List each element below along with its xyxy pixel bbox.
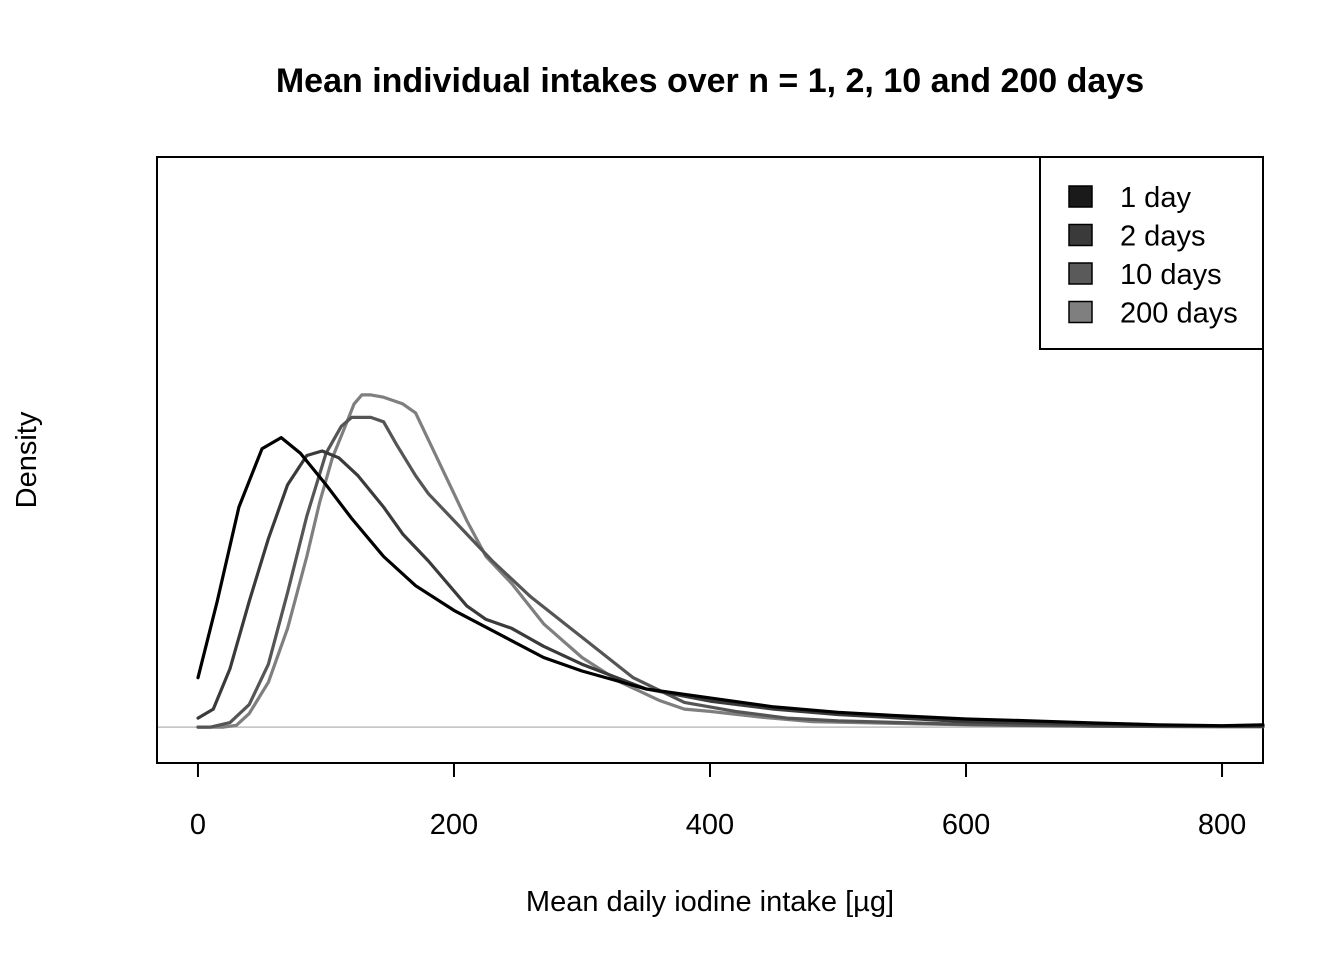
x-tick-label: 800 [1198,809,1246,841]
legend-label: 200 days [1120,298,1238,330]
series-line-2-days [196,449,1265,728]
legend-swatch [1068,262,1093,285]
x-axis: 0 200 400 600 800 [190,762,1246,841]
series-line-200-days [196,393,1265,729]
legend-swatch [1068,223,1093,247]
legend-swatch [1068,300,1093,324]
x-tick-label: 200 [430,809,478,841]
legend-swatch [1068,185,1093,208]
legend: 1 day 2 days 10 days 200 days [1039,156,1264,350]
chart-title: Mean individual intakes over n = 1, 2, 1… [276,62,1144,100]
legend-label: 10 days [1120,259,1222,291]
series-lines [196,393,1265,729]
legend-label: 2 days [1120,221,1205,253]
series-line-10-days [196,415,1265,729]
series-line-1-day [196,436,1265,728]
legend-label: 1 day [1120,182,1191,214]
x-axis-label: Mean daily iodine intake [µg] [526,886,894,918]
y-axis-label: Density [11,411,43,508]
x-tick-label: 0 [190,809,206,841]
x-tick-label: 600 [942,809,990,841]
x-tick-label: 400 [686,809,734,841]
